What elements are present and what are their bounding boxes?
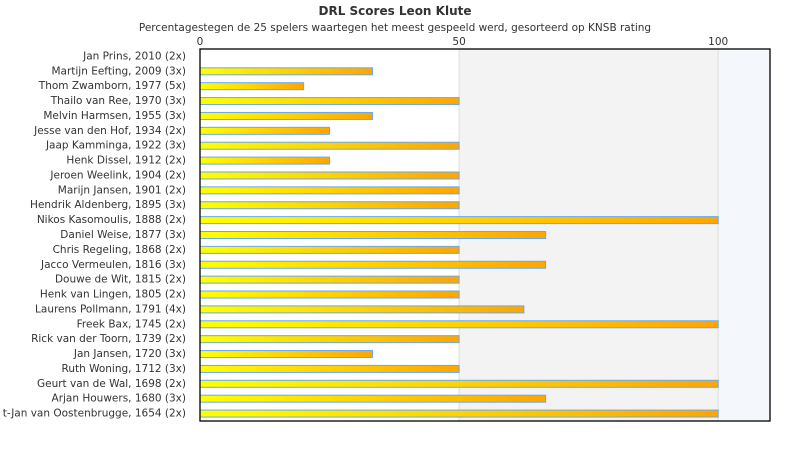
bar bbox=[199, 305, 525, 314]
bar bbox=[199, 141, 460, 150]
category-label: Jan Prins, 2010 (2x) bbox=[82, 50, 186, 62]
plot-frame bbox=[199, 48, 771, 422]
category-label: Marijn Jansen, 1901 (2x) bbox=[58, 184, 186, 196]
category-label: Chris Regeling, 1868 (2x) bbox=[53, 244, 186, 256]
category-label: Jesse van den Hof, 1934 (2x) bbox=[33, 125, 186, 137]
category-label: Daniel Weise, 1877 (3x) bbox=[60, 229, 186, 241]
category-label: Henk Dissel, 1912 (2x) bbox=[66, 155, 186, 167]
bar bbox=[199, 335, 460, 344]
category-label: Geurt van de Wal, 1698 (2x) bbox=[37, 378, 186, 390]
bar bbox=[199, 171, 460, 180]
chart-title: DRL Scores Leon Klute bbox=[318, 4, 472, 18]
category-label: Hendrik Aldenberg, 1895 (3x) bbox=[30, 199, 186, 211]
bar bbox=[199, 290, 460, 299]
bar bbox=[199, 82, 305, 91]
bar bbox=[199, 216, 719, 225]
bar bbox=[199, 97, 460, 106]
bar bbox=[199, 260, 547, 269]
category-label: Arjan Houwers, 1680 (3x) bbox=[52, 393, 186, 405]
bar bbox=[199, 111, 374, 120]
bar bbox=[199, 156, 331, 165]
category-label: Thom Zwamborn, 1977 (5x) bbox=[38, 80, 186, 92]
category-label: Nikos Kasomoulis, 1888 (2x) bbox=[37, 214, 186, 226]
category-label: Jacco Vermeulen, 1816 (3x) bbox=[40, 259, 186, 271]
x-tick-label: 50 bbox=[452, 36, 465, 48]
band-100-plus bbox=[718, 49, 770, 421]
bar bbox=[199, 231, 547, 239]
bar bbox=[199, 379, 719, 388]
bar bbox=[199, 320, 719, 329]
category-label: Melvin Harmsen, 1955 (3x) bbox=[43, 110, 186, 122]
category-label: Ruth Woning, 1712 (3x) bbox=[62, 363, 187, 375]
category-label: Henk van Lingen, 1805 (2x) bbox=[40, 289, 186, 301]
category-label: Jan Jansen, 1720 (3x) bbox=[73, 348, 186, 360]
category-label: Thailo van Ree, 1970 (3x) bbox=[50, 95, 186, 107]
category-label: Rick van der Toorn, 1739 (2x) bbox=[31, 333, 186, 345]
category-label: Douwe de Wit, 1815 (2x) bbox=[55, 274, 186, 286]
bar bbox=[199, 409, 719, 418]
bar bbox=[199, 275, 460, 284]
category-label: Jaap Kamminga, 1922 (3x) bbox=[45, 140, 186, 152]
bar bbox=[199, 186, 460, 195]
bar bbox=[199, 67, 374, 76]
x-tick-label: 0 bbox=[197, 36, 204, 48]
category-label: Martijn Eefting, 2009 (3x) bbox=[51, 65, 186, 77]
x-tick-label: 100 bbox=[708, 36, 728, 48]
bar bbox=[199, 350, 374, 359]
category-label: Freek Bax, 1745 (2x) bbox=[77, 318, 186, 330]
category-label: t-Jan van Oostenbrugge, 1654 (2x) bbox=[3, 408, 186, 420]
category-label: Laurens Pollmann, 1791 (4x) bbox=[35, 303, 186, 315]
bar bbox=[199, 201, 460, 210]
chart-subtitle: Percentagestegen de 25 spelers waartegen… bbox=[138, 22, 652, 34]
bar bbox=[199, 364, 460, 373]
bar bbox=[199, 245, 460, 254]
category-label: Jeroen Weelink, 1904 (2x) bbox=[49, 169, 186, 181]
bar bbox=[199, 126, 331, 135]
bar bbox=[199, 394, 547, 403]
